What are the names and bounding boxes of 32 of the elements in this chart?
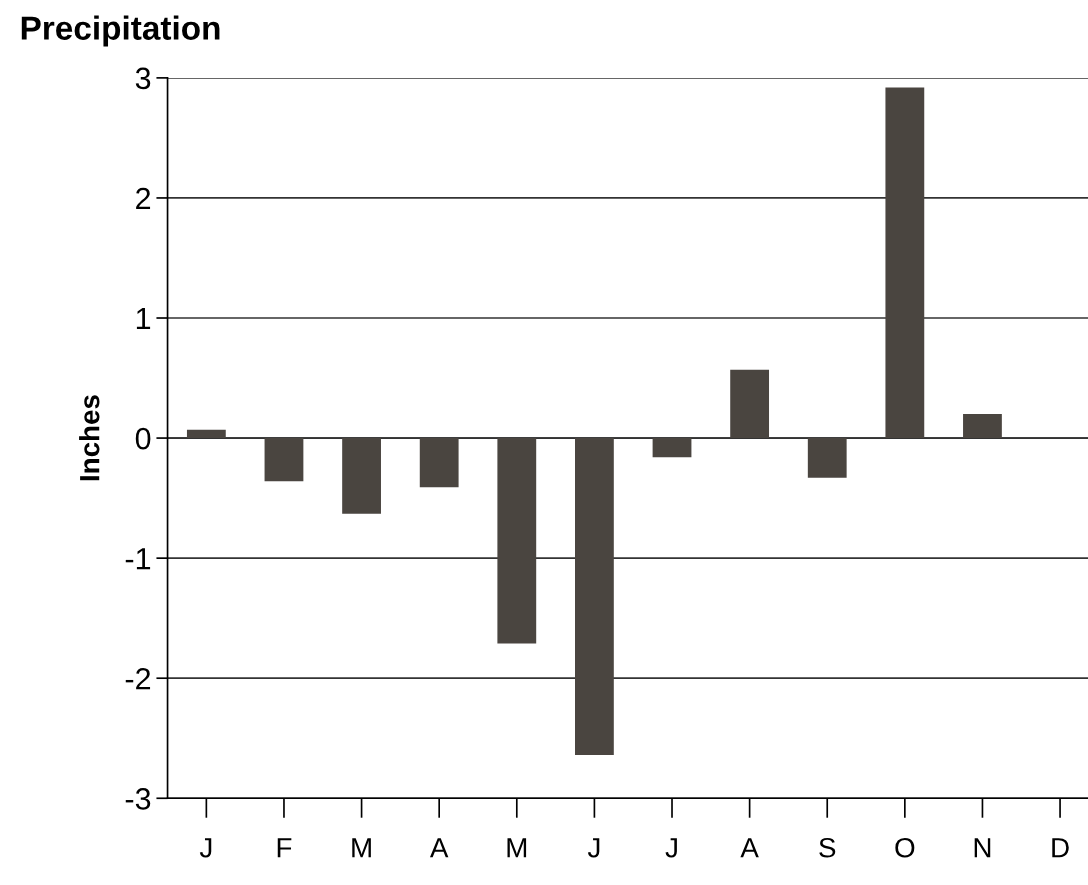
bar [885, 87, 925, 439]
y-tick-label: 3 [135, 67, 151, 90]
bar [807, 438, 847, 478]
x-tick-label: J [665, 838, 677, 858]
y-tick-label: 1 [136, 308, 151, 330]
bar [342, 438, 381, 514]
bar [186, 429, 226, 439]
x-tick-label: M [507, 838, 527, 858]
x-tick-label: A [740, 838, 759, 858]
x-tick-label: F [277, 838, 292, 858]
bar [497, 438, 537, 644]
bar [730, 369, 770, 439]
x-tick-label: N [974, 838, 991, 858]
y-tick-label: 2 [136, 187, 151, 210]
y-tick-label: -1 [125, 548, 151, 570]
bar [419, 438, 459, 488]
y-tick-label: -3 [125, 788, 151, 810]
x-tick-label: O [895, 837, 915, 858]
x-tick-label: D [1052, 838, 1069, 858]
y-axis-title: Inches [79, 395, 100, 481]
bar [264, 438, 304, 482]
x-tick-label: S [819, 837, 836, 858]
bar [652, 438, 692, 458]
chart-title: Precipitation [21, 15, 220, 47]
x-tick-label: J [199, 838, 212, 858]
y-tick-label: 0 [135, 427, 151, 450]
x-tick-label: J [587, 838, 600, 858]
y-tick-label: -2 [125, 667, 151, 690]
x-tick-label: A [429, 838, 449, 858]
bar [575, 438, 614, 756]
x-tick-label: M [352, 838, 371, 858]
bar [963, 414, 1002, 439]
